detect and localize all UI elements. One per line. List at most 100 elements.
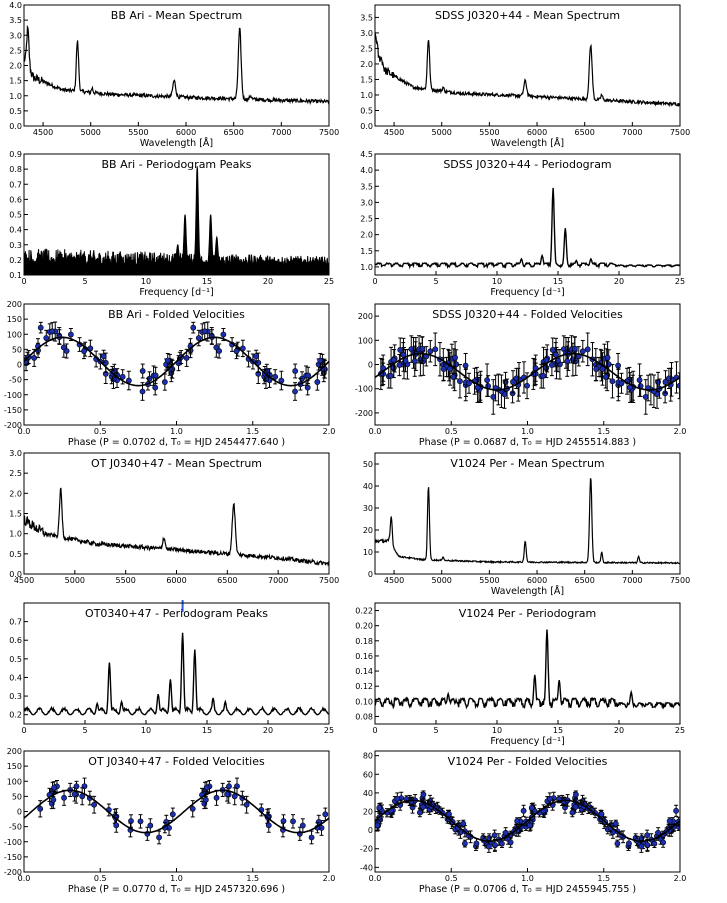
x-tick-label: 6500 <box>575 128 595 137</box>
x-tick-label: 7500 <box>670 576 690 585</box>
x-tick-label: 5000 <box>432 128 452 137</box>
y-tick-label: 0.7 <box>9 618 22 627</box>
data-point <box>394 795 401 802</box>
x-tick-label: 6000 <box>166 576 186 585</box>
x-axis-label: Wavelength [Å] <box>140 137 213 149</box>
x-tick-label: 7000 <box>622 128 642 137</box>
y-tick-label: 80 <box>363 752 373 761</box>
y-tick-label: 60 <box>363 770 373 779</box>
y-tick-label: -200 <box>4 868 22 877</box>
x-tick-label: 25 <box>675 277 685 286</box>
data-point <box>484 377 490 384</box>
y-tick-label: 40 <box>363 789 373 798</box>
x-tick-label: 10 <box>492 277 502 286</box>
y-tick-label: 50 <box>363 460 373 469</box>
data-point <box>440 366 447 372</box>
plot-area <box>375 790 680 853</box>
x-tick-label: 4500 <box>33 128 53 137</box>
x-tick-label: 1.5 <box>246 427 259 436</box>
x-tick-label: 20 <box>263 277 273 286</box>
y-tick-label: 0.8 <box>9 165 22 174</box>
data-point <box>665 375 672 382</box>
chart-title: BB Ari - Folded Velocities <box>108 308 245 321</box>
y-tick-label: 100 <box>358 336 373 345</box>
y-tick-label: -20 <box>360 845 373 854</box>
data-point <box>292 368 299 374</box>
data-point <box>226 783 232 790</box>
y-tick-label: -200 <box>355 409 373 418</box>
y-tick-label: 0.6 <box>9 195 22 204</box>
plot-area <box>24 24 329 106</box>
x-tick-label: 5000 <box>81 128 101 137</box>
y-tick-label: 1.5 <box>360 75 373 84</box>
data-point <box>420 791 427 798</box>
data-point <box>446 811 452 818</box>
y-tick-label: 0.0 <box>9 570 22 579</box>
data-point <box>507 839 514 846</box>
data-point <box>195 335 202 341</box>
data-point <box>147 822 154 829</box>
x-tick-label: 2.0 <box>674 427 687 436</box>
data-point <box>524 382 530 389</box>
y-tick-label: 0 <box>368 826 373 835</box>
plot-area <box>24 777 329 845</box>
data-point <box>673 807 680 814</box>
spectrum-line <box>375 31 680 108</box>
axes-frame <box>23 4 330 127</box>
y-tick-label: 3.0 <box>9 31 22 40</box>
chart-title: SDSS J0320+44 - Folded Velocities <box>432 308 623 321</box>
x-tick-label: 20 <box>614 726 624 735</box>
data-point <box>614 840 621 847</box>
x-tick-label: 5 <box>433 726 438 735</box>
data-point <box>618 380 625 387</box>
data-point <box>51 784 58 791</box>
data-point <box>203 784 210 791</box>
y-tick-label: 0.5 <box>9 107 22 116</box>
x-tick-label: 1.5 <box>246 874 259 883</box>
data-point <box>161 379 168 385</box>
x-tick-label: 1.0 <box>170 874 183 883</box>
data-point <box>462 840 468 847</box>
x-tick-label: 0.5 <box>445 427 458 436</box>
x-tick-label: 0 <box>372 277 377 286</box>
data-point <box>189 805 196 812</box>
x-tick-label: 0 <box>372 726 377 735</box>
periodogram-fill <box>24 166 329 275</box>
y-tick-label: 0 <box>17 361 22 370</box>
chart-title: V1024 Per - Folded Velocities <box>448 755 608 768</box>
x-axis-label: Wavelength [Å] <box>491 585 564 597</box>
plot-area <box>375 332 680 415</box>
plot-area <box>375 629 680 710</box>
y-tick-label: 50 <box>12 345 22 354</box>
y-tick-label: 0.4 <box>9 673 22 682</box>
x-axis-label: Frequency [d⁻¹] <box>139 287 213 298</box>
x-tick-label: 5500 <box>115 576 135 585</box>
y-tick-label: 2.5 <box>9 469 22 478</box>
x-tick-label: 25 <box>324 726 334 735</box>
data-point <box>420 804 426 810</box>
x-axis-label: Phase (P = 0.0702 d, T₀ = HJD 2454477.64… <box>68 437 285 448</box>
data-point <box>546 795 553 802</box>
chart-ot-fold: 0.0 0.5 1.0 1.5 2.0 -200 -150 -100 -50 0 50 100 150 2… <box>4 747 336 895</box>
y-tick-label: 3.5 <box>9 16 22 25</box>
x-tick-label: 6000 <box>527 128 547 137</box>
y-tick-label: 200 <box>7 300 22 309</box>
data-point <box>91 801 98 808</box>
y-tick-label: 0.08 <box>355 712 373 721</box>
data-point <box>233 348 240 355</box>
plot-area <box>24 321 329 401</box>
data-point <box>152 372 159 379</box>
y-tick-label: 0.2 <box>9 256 22 265</box>
chart-title: OT J0340+47 - Mean Spectrum <box>91 457 262 470</box>
y-tick-label: 30 <box>363 504 373 513</box>
periodogram-line <box>24 632 329 716</box>
y-tick-label: 1.5 <box>9 510 22 519</box>
data-point <box>314 379 321 385</box>
chart-bbari-spec: 4500 5000 5500 6000 6500 7000 7500 0.0 0.5 1.0 1.5… <box>9 1 339 149</box>
y-tick-label: -150 <box>4 406 22 415</box>
data-point <box>299 822 306 829</box>
x-tick-label: 0.5 <box>94 874 107 883</box>
y-tick-label: 0.5 <box>9 655 22 664</box>
data-point <box>572 804 579 810</box>
data-point <box>308 834 315 841</box>
